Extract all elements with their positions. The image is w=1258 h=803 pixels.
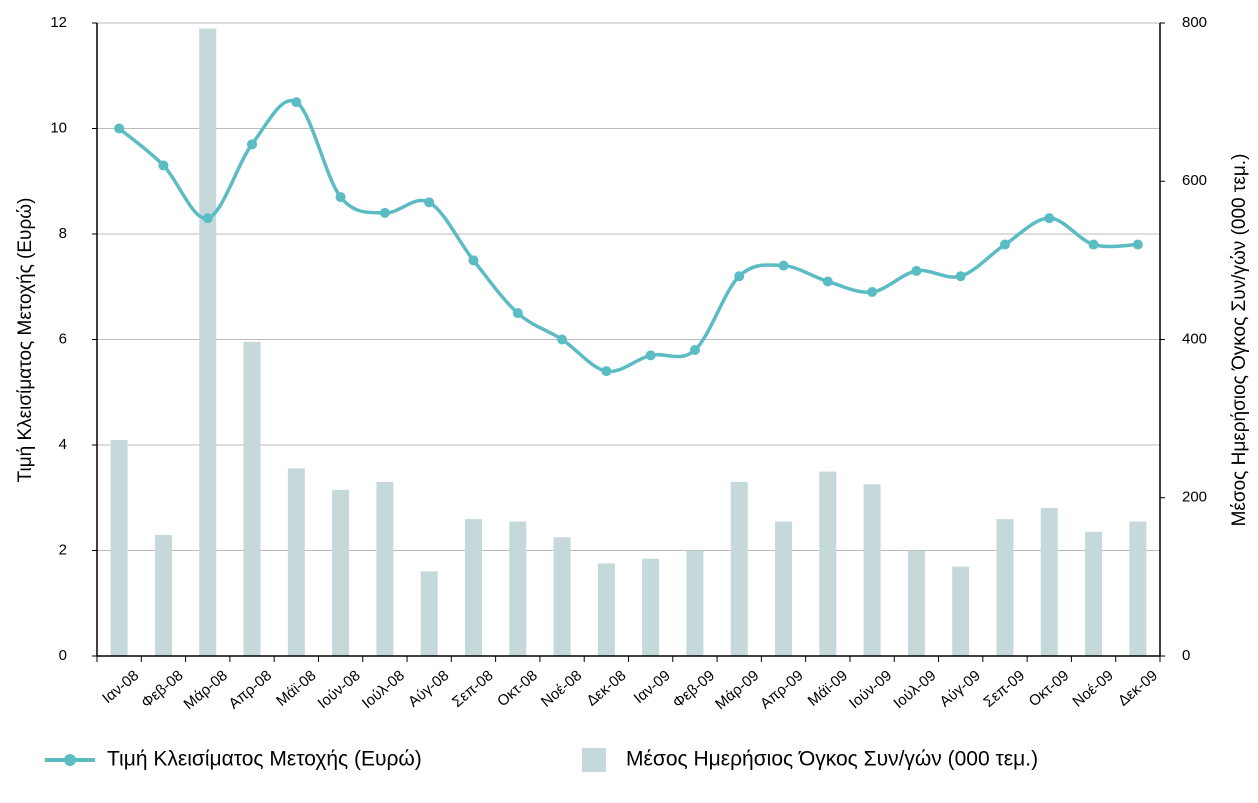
y-tick-label: 12 — [50, 14, 67, 31]
line-marker — [822, 276, 833, 287]
x-tick-label: Μάϊ-08 — [273, 667, 319, 710]
x-tick-label: Ιούλ-08 — [359, 667, 408, 712]
x-tick-label: Οκτ-09 — [1026, 667, 1073, 710]
line-marker — [1132, 239, 1143, 250]
line-marker — [158, 160, 169, 171]
bar — [199, 28, 217, 656]
y2-tick-label: 400 — [1182, 330, 1207, 347]
y-tick-label: 6 — [59, 330, 67, 347]
bar — [110, 439, 128, 656]
bar — [243, 341, 261, 656]
y-tick-label: 0 — [59, 647, 67, 664]
line-marker — [911, 265, 922, 276]
x-tick-label: Μάρ-08 — [181, 667, 231, 713]
bar — [597, 563, 615, 656]
x-tick-label: Οκτ-08 — [494, 667, 541, 710]
y-tick-label: 10 — [50, 119, 67, 136]
bar — [332, 489, 350, 656]
bar — [996, 519, 1014, 656]
x-tick-label: Ιούν-08 — [315, 667, 364, 712]
line-marker — [557, 334, 568, 345]
x-tick-label: Απρ-09 — [757, 667, 807, 713]
bar — [642, 558, 660, 656]
x-tick-label: Φεβ-08 — [138, 667, 186, 711]
bar — [819, 471, 837, 656]
y-tick-label: 2 — [59, 541, 67, 558]
line-marker — [114, 123, 125, 134]
x-tick-label: Ιαν-08 — [99, 667, 142, 707]
x-tick-label: Φεβ-09 — [670, 667, 718, 711]
y-axis-title: Τιμή Κλεισίματος Μετοχής (Ευρώ) — [15, 198, 36, 483]
bar — [1085, 531, 1103, 656]
bar — [376, 481, 394, 656]
x-tick-label: Σεπ-09 — [980, 667, 1028, 711]
bar — [1040, 508, 1058, 656]
line-marker — [689, 345, 700, 356]
x-tick-label: Αύγ-08 — [405, 667, 452, 710]
legend-label: Μέσος Ημερήσιος Όγκος Συν/γών (000 τεμ.) — [626, 748, 1038, 771]
x-tick-label: Μάρ-09 — [712, 667, 762, 713]
line-marker — [955, 271, 966, 282]
y2-tick-label: 800 — [1182, 14, 1207, 31]
bar — [730, 481, 748, 656]
line-marker — [247, 139, 258, 150]
line-marker — [379, 207, 390, 218]
y-tick-label: 8 — [59, 225, 67, 242]
legend-swatch — [582, 748, 606, 772]
y2-tick-label: 600 — [1182, 172, 1207, 189]
line-marker — [999, 239, 1010, 250]
bar — [863, 484, 881, 656]
x-tick-label: Ιαν-09 — [631, 667, 674, 707]
bar — [686, 550, 704, 656]
x-tick-label: Ιούλ-09 — [890, 667, 939, 712]
legend-label: Τιμή Κλεισίματος Μετοχής (Ευρώ) — [107, 748, 422, 771]
bar — [1129, 521, 1147, 656]
bar — [907, 550, 925, 656]
x-tick-label: Ιούν-09 — [846, 667, 895, 712]
line-marker — [291, 97, 302, 108]
line — [118, 98, 1138, 374]
bar — [952, 566, 970, 656]
line-marker — [335, 192, 346, 203]
x-tick-label: Μάϊ-09 — [805, 667, 851, 710]
x-tick-label: Αύγ-09 — [937, 667, 984, 710]
bar — [420, 571, 438, 656]
bar — [154, 534, 172, 656]
bar — [553, 537, 571, 656]
legend-marker — [64, 754, 76, 766]
line-marker — [424, 197, 435, 208]
line-marker — [601, 366, 612, 377]
x-tick-label: Νοέ-08 — [538, 667, 585, 711]
line-marker — [202, 213, 213, 224]
y2-tick-label: 200 — [1182, 489, 1207, 506]
line-marker — [512, 308, 523, 319]
line-marker — [1088, 239, 1099, 250]
x-tick-label: Σεπ-08 — [449, 667, 497, 711]
y2-tick-label: 0 — [1182, 647, 1190, 664]
x-tick-label: Νοέ-09 — [1069, 667, 1116, 711]
line-marker — [1044, 213, 1055, 224]
x-tick-label: Δεκ-09 — [1115, 667, 1161, 710]
line-marker — [645, 350, 656, 361]
line-marker — [867, 287, 878, 298]
x-tick-label: Δεκ-08 — [583, 667, 629, 710]
bar — [509, 521, 527, 656]
bar — [287, 468, 305, 656]
y2-axis-title: Μέσος Ημερήσιος Όγκος Συν/γών (000 τεμ.) — [1229, 154, 1250, 527]
bar — [464, 519, 482, 656]
line-marker — [468, 255, 479, 266]
line-marker — [734, 271, 745, 282]
bar — [775, 521, 793, 656]
y-tick-label: 4 — [59, 436, 67, 453]
x-tick-label: Απρ-08 — [225, 667, 275, 713]
line-marker — [778, 260, 789, 271]
